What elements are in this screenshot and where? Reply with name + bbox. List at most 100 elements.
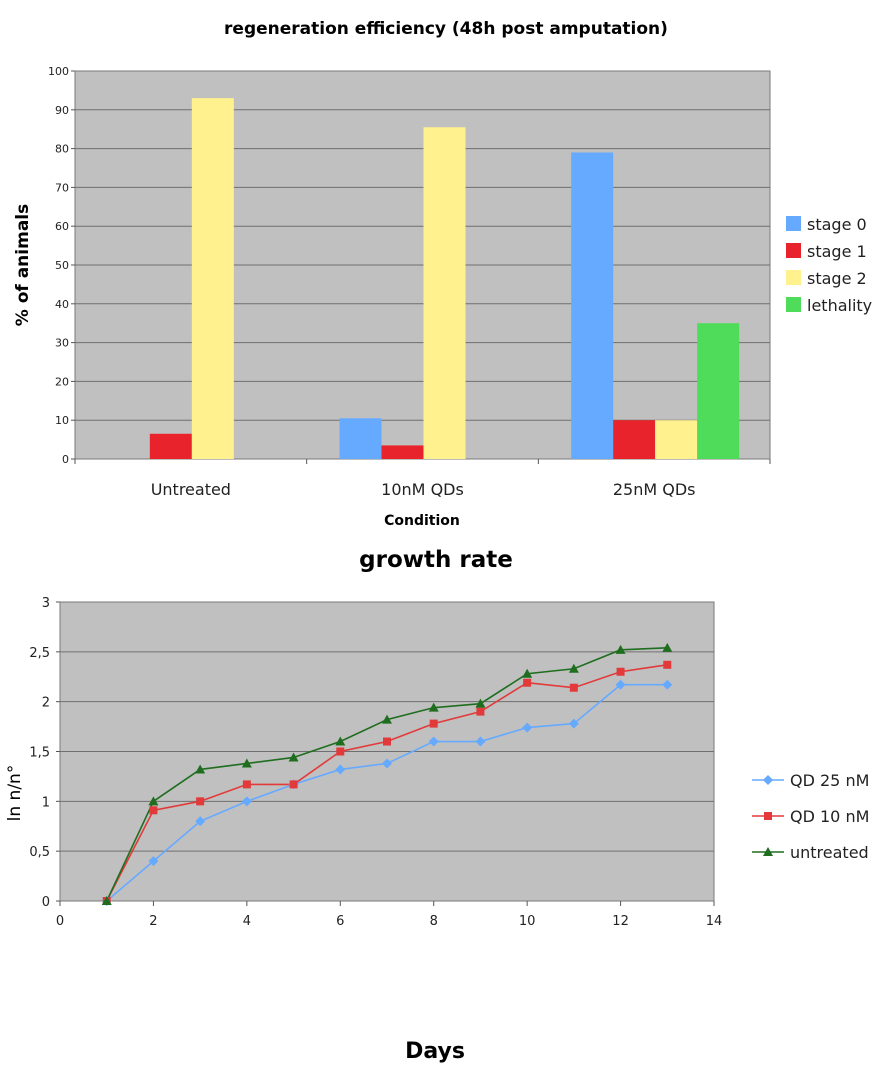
chart1-bar: [339, 418, 382, 459]
chart1-x-axis-label: Condition: [384, 513, 460, 529]
chart2-x-tick-label: 4: [243, 914, 251, 929]
chart2-x-axis-label: Days: [405, 1039, 465, 1064]
chart1-y-tick-label: 80: [55, 143, 69, 156]
chart2-data-point: [428, 736, 439, 747]
chart1-y-tick-label: 90: [55, 104, 69, 117]
chart1-y-tick-label: 50: [55, 259, 69, 272]
chart1-legend-swatch: [786, 270, 801, 285]
chart2-data-point: [568, 663, 579, 673]
chart1-gridlines: [71, 70, 770, 460]
chart2-x-tick-labels: 0 2 4 6 8 10 12 14: [56, 901, 722, 929]
chart2-data-point: [615, 644, 626, 654]
chart1-bar: [423, 127, 466, 459]
chart2-data-point: [569, 683, 578, 692]
chart2-x-tick-label: 0: [56, 914, 64, 929]
chart2-data-point: [568, 718, 579, 729]
chart1-y-tick-label: 60: [55, 220, 69, 233]
chart2-data-point: [149, 806, 158, 815]
chart2-y-tick-label: 0: [42, 895, 50, 910]
chart2-x-tick-label: 14: [706, 914, 723, 929]
chart2-data-point: [662, 679, 673, 690]
chart1-legend-swatch: [786, 216, 801, 231]
chart2-title: growth rate: [359, 547, 513, 573]
chart2-data-point: [241, 796, 252, 807]
chart2-data-point: [616, 667, 625, 676]
chart1-y-tick-label: 20: [55, 375, 69, 388]
chart2-data-point: [615, 679, 626, 690]
chart2-data-point: [523, 678, 532, 687]
chart2-data-point: [148, 796, 159, 806]
chart1-legend-label: stage 1: [807, 242, 867, 261]
chart1-legend-swatch: [786, 243, 801, 258]
chart2-data-point: [429, 719, 438, 728]
chart2-data-point: [383, 737, 391, 746]
chart2-data-point: [336, 747, 345, 756]
chart2-y-tick-label: 3: [42, 596, 50, 611]
chart1-y-tick-label: 100: [48, 65, 69, 78]
chart1-bar: [381, 445, 424, 459]
chart2-gridlines: [56, 601, 714, 902]
chart2-data-point: [335, 736, 346, 746]
chart2-data-point: [382, 714, 392, 724]
chart1-y-tick-label: 0: [62, 453, 69, 466]
chart1-category-label: 25nM QDs: [613, 480, 696, 499]
chart1-category-label: 10nM QDs: [381, 480, 464, 499]
chart1-legend-label: stage 0: [807, 215, 867, 234]
chart2-legend-marker: [763, 847, 773, 856]
chart2-data-point: [522, 668, 533, 678]
chart2-data-point: [195, 764, 206, 774]
chart2-data-point: [428, 702, 439, 712]
chart1-category-labels: Untreated 10nM QDs 25nM QDs: [74, 459, 771, 499]
chart1-legend-label: lethality: [807, 296, 872, 315]
chart2-legend-label: untreated: [790, 843, 869, 862]
chart1-bars: [149, 98, 740, 460]
chart2-legend-marker: [764, 812, 772, 820]
chart2-y-tick-labels: 0 0,5 1 1,5 2 2,5 3: [29, 596, 50, 910]
chart2-y-axis-label: ln n/n°: [5, 765, 25, 822]
chart2-data-point: [196, 797, 205, 806]
chart2-data-point: [476, 707, 485, 716]
chart2-x-tick-label: 10: [519, 914, 536, 929]
chart1-legend-swatch: [786, 297, 801, 312]
chart2-data-point: [522, 722, 533, 733]
chart1-bar: [697, 323, 740, 459]
chart2-data-point: [101, 896, 112, 905]
chart2-data-point: [662, 642, 673, 652]
chart1-bar: [191, 98, 234, 459]
chart2-data-point: [148, 856, 159, 867]
chart1-y-tick-label: 10: [55, 414, 69, 427]
bar-chart-regeneration-efficiency: regeneration efficiency (48h post amputa…: [13, 19, 872, 529]
chart2-y-tick-label: 2: [42, 696, 50, 711]
chart2-x-tick-label: 8: [430, 914, 438, 929]
chart2-y-tick-label: 1: [42, 795, 50, 810]
chart2-y-tick-label: 1,5: [29, 746, 50, 761]
chart1-y-tick-labels: 0 10 20 30 40 50 60 70 80 90 100: [48, 65, 69, 466]
chart2-data-point: [195, 816, 206, 827]
chart1-bar: [655, 420, 698, 459]
chart1-y-axis-label: % of animals: [13, 204, 33, 326]
chart1-category-label: Untreated: [151, 480, 231, 499]
chart2-legend-label: QD 25 nM: [790, 771, 869, 790]
chart2-legend-label: QD 10 nM: [790, 807, 869, 826]
chart2-data-point: [242, 780, 251, 789]
chart2-data-point: [475, 736, 486, 747]
chart2-data-point: [241, 758, 252, 768]
chart1-y-tick-label: 70: [55, 181, 69, 194]
chart2-x-tick-label: 12: [612, 914, 629, 929]
chart2-x-tick-label: 2: [149, 914, 157, 929]
chart2-x-tick-label: 6: [336, 914, 344, 929]
chart2-legend-marker: [763, 775, 773, 785]
chart2-series: [101, 642, 673, 906]
chart2-data-point: [335, 764, 346, 775]
chart2-data-point: [382, 758, 392, 769]
chart1-title: regeneration efficiency (48h post amputa…: [224, 19, 668, 39]
chart1-bar: [149, 433, 192, 459]
chart2-data-point: [288, 752, 299, 762]
chart1-legend-label: stage 2: [807, 269, 867, 288]
chart1-y-tick-label: 40: [55, 298, 69, 311]
chart2-data-point: [475, 698, 486, 708]
line-chart-growth-rate: growth rate 0 0,5 1 1,5 2 2,5 3 0 2 4 6 8 10 12 14 ln…: [5, 547, 869, 1064]
chart1-bar: [613, 420, 656, 459]
chart2-y-tick-label: 2,5: [29, 646, 50, 661]
